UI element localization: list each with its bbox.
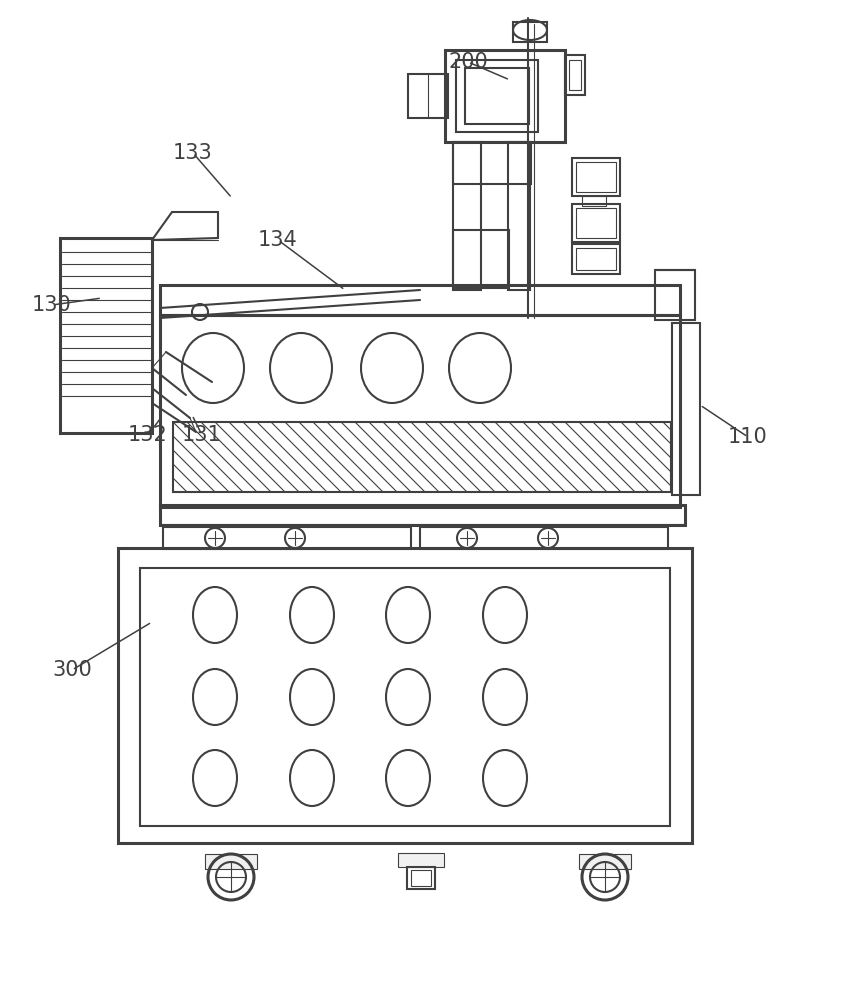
Bar bbox=[118, 548, 692, 843]
Bar bbox=[453, 142, 481, 290]
Text: 133: 133 bbox=[173, 143, 213, 163]
Bar bbox=[572, 204, 620, 242]
Bar bbox=[411, 870, 431, 886]
Bar bbox=[160, 315, 680, 507]
Bar bbox=[453, 142, 531, 184]
Bar bbox=[160, 285, 680, 315]
Bar bbox=[576, 208, 616, 238]
Bar bbox=[173, 422, 671, 492]
Text: 130: 130 bbox=[32, 295, 72, 315]
Bar bbox=[445, 50, 565, 142]
Bar bbox=[508, 142, 530, 290]
Bar bbox=[576, 248, 616, 270]
Bar bbox=[465, 68, 529, 124]
Text: 110: 110 bbox=[728, 427, 768, 447]
Bar bbox=[572, 158, 620, 196]
Bar bbox=[579, 854, 631, 869]
Bar bbox=[163, 527, 411, 549]
Bar bbox=[160, 505, 685, 525]
Bar bbox=[569, 60, 581, 90]
Bar bbox=[407, 867, 435, 889]
Bar bbox=[60, 238, 152, 433]
Bar bbox=[205, 854, 257, 869]
Bar bbox=[140, 568, 670, 826]
Bar bbox=[513, 22, 547, 42]
Bar bbox=[672, 323, 700, 495]
Text: 132: 132 bbox=[128, 425, 168, 445]
Bar bbox=[572, 244, 620, 274]
Bar bbox=[408, 74, 448, 118]
Bar bbox=[420, 527, 668, 549]
Bar bbox=[655, 270, 695, 320]
Bar bbox=[582, 196, 606, 206]
Bar bbox=[456, 60, 538, 132]
Bar bbox=[565, 55, 585, 95]
Text: 300: 300 bbox=[52, 660, 92, 680]
Text: 200: 200 bbox=[448, 52, 488, 72]
Bar bbox=[398, 853, 444, 867]
Bar bbox=[453, 230, 509, 288]
Text: 131: 131 bbox=[182, 425, 222, 445]
Bar bbox=[576, 162, 616, 192]
Text: 134: 134 bbox=[258, 230, 298, 250]
